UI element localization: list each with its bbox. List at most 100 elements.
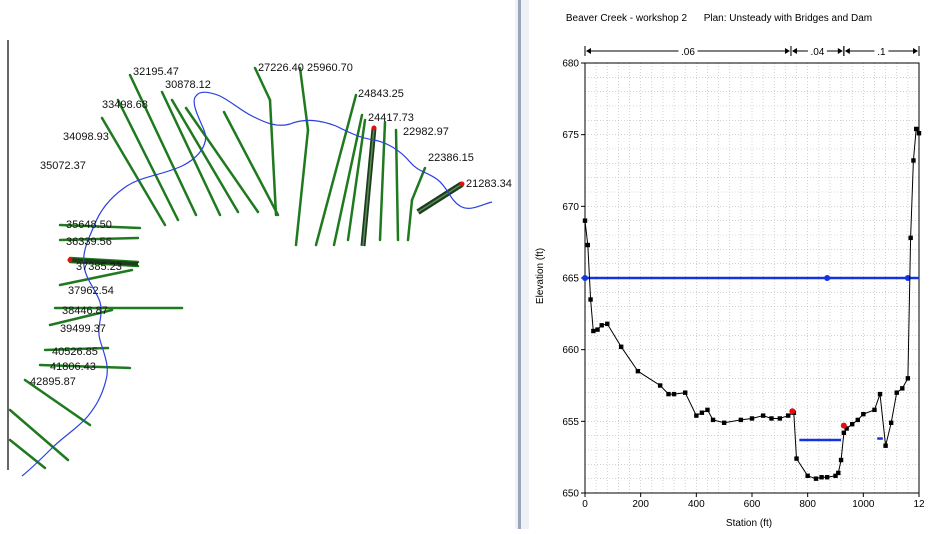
xs-line[interactable] (48, 308, 114, 327)
xs-label: 40526.85 (52, 346, 98, 358)
ground-point (911, 158, 916, 163)
n-arrow-right (837, 48, 843, 54)
y-tick-label: 655 (562, 417, 579, 428)
x-tick-label: 800 (799, 499, 816, 510)
ground-point (749, 416, 755, 421)
xs-label: 21283.34 (466, 178, 512, 190)
y-tick-label: 680 (562, 59, 579, 70)
plan-view-panel: 32195.47 30878.12 27226.40 25960.70 2484… (0, 0, 515, 529)
ground-point (794, 456, 799, 461)
xs-label: 22386.15 (428, 152, 474, 164)
ground-point (819, 475, 824, 480)
plan-view-canvas[interactable]: 32195.47 30878.12 27226.40 25960.70 2484… (0, 0, 515, 529)
xs-line[interactable] (58, 236, 140, 242)
xs-labels: 32195.47 30878.12 27226.40 25960.70 2484… (30, 62, 512, 388)
n-label-bg (807, 45, 827, 57)
xs-line[interactable] (170, 98, 240, 214)
xs-line[interactable] (38, 363, 132, 370)
xs-line[interactable] (100, 116, 167, 227)
xs-line[interactable] (184, 106, 260, 214)
panel-splitter[interactable] (515, 0, 529, 529)
ground-point (833, 473, 838, 478)
ground-point (894, 390, 899, 395)
xs-line[interactable] (58, 223, 142, 230)
ground-point (699, 410, 705, 415)
xs-line[interactable] (294, 128, 310, 247)
x-tick-label: 12 (913, 499, 925, 510)
xs-label: 24417.73 (368, 112, 414, 124)
x-tick-label: 600 (744, 499, 761, 510)
xs-line[interactable] (160, 90, 222, 217)
xs-line[interactable] (253, 66, 272, 102)
ground-point (694, 413, 699, 418)
xs-line[interactable] (406, 198, 414, 242)
n-label: .04 (810, 47, 824, 58)
xs-line[interactable] (128, 73, 198, 217)
river-centerline[interactable] (21, 91, 493, 477)
structure-marker (371, 125, 377, 131)
ground-point (760, 413, 766, 418)
structure-lines (67, 125, 465, 266)
xs-line[interactable] (116, 98, 180, 222)
ground-point (738, 417, 744, 423)
cross-section-panel: Beaver Creek - workshop 2 Plan: Unsteady… (529, 0, 929, 529)
ground-point (861, 411, 866, 417)
n-arrow-left (586, 48, 591, 54)
xs-line[interactable] (8, 408, 70, 462)
xs-line[interactable] (8, 438, 47, 470)
ground-point (855, 417, 860, 423)
y-tick-label: 675 (562, 130, 579, 141)
n-label: .1 (877, 47, 886, 58)
ground-point (777, 416, 783, 421)
xs-line[interactable] (268, 98, 278, 217)
xs-line[interactable] (378, 120, 387, 242)
ground-point (595, 327, 600, 332)
xs-line[interactable] (298, 66, 310, 132)
n-label: .06 (681, 47, 695, 58)
xs-line[interactable] (43, 346, 110, 352)
xs-label: 35072.37 (40, 160, 86, 172)
xs-label: 36339.56 (66, 236, 112, 248)
xs-line[interactable] (332, 113, 364, 247)
y-tick-label: 665 (562, 274, 579, 285)
x-tick-label: 400 (688, 499, 705, 510)
xs-label: 25960.70 (307, 62, 353, 74)
ground-point (844, 426, 849, 431)
x-tick-label: 1000 (852, 499, 875, 510)
bank-station-marker (840, 422, 847, 429)
xs-line[interactable] (222, 110, 280, 217)
ground-point (824, 475, 830, 480)
xs-label: 35648.50 (66, 219, 112, 231)
bridge-structure[interactable] (69, 258, 139, 266)
ground-point (877, 391, 883, 397)
xs-label: 38446.87 (62, 305, 108, 317)
xs-line[interactable] (394, 128, 400, 242)
ground-point (605, 321, 610, 327)
ground-point (838, 457, 844, 463)
chart-series (582, 126, 922, 481)
ground-point (905, 376, 911, 381)
xs-label: 30878.12 (165, 79, 211, 91)
xs-label: 32195.47 (133, 66, 179, 78)
ground-point (900, 386, 905, 391)
xs-label: 37962.54 (68, 285, 114, 297)
ground-point (785, 413, 791, 418)
xs-line[interactable] (410, 166, 427, 202)
xs-line[interactable] (346, 118, 367, 242)
ground-point (618, 344, 624, 349)
ground-point (836, 470, 841, 476)
ground-point (916, 131, 922, 136)
structure-marker (67, 257, 73, 263)
xs-label: 33498.68 (102, 99, 148, 111)
ground-point (850, 422, 855, 427)
xs-label: 24843.25 (358, 88, 404, 100)
ground-point (813, 476, 819, 481)
y-tick-label: 670 (562, 202, 579, 213)
xs-label: 27226.40 (258, 62, 304, 74)
xs-label: 42895.87 (30, 376, 76, 388)
xs-line[interactable] (314, 93, 358, 247)
xs-line[interactable] (58, 268, 134, 287)
n-arrow-right (784, 48, 790, 54)
xs-line[interactable] (23, 378, 92, 427)
xs-label: 39499.37 (60, 323, 106, 335)
